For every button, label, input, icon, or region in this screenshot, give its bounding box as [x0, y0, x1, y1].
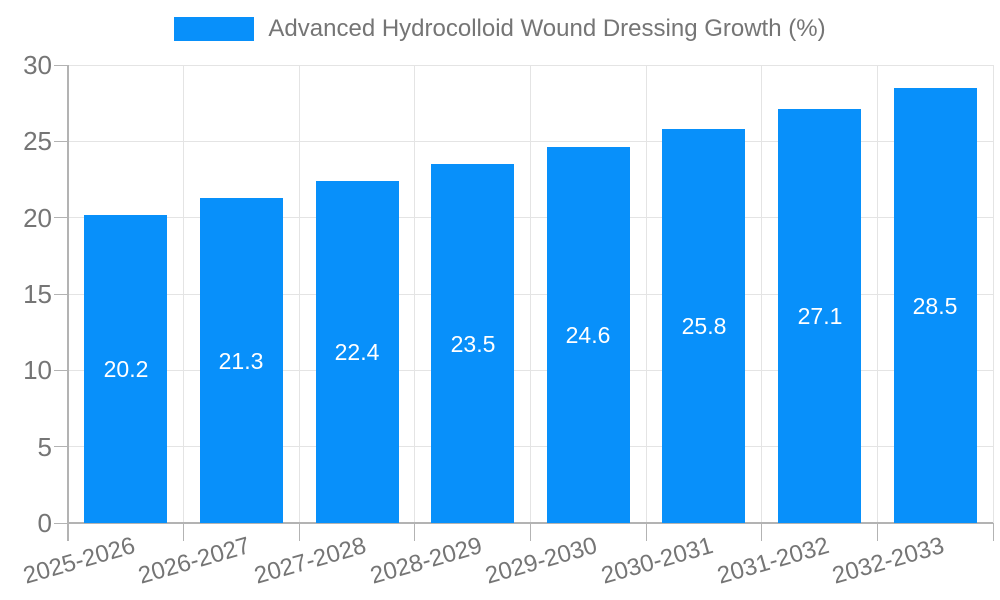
legend-swatch [174, 17, 255, 41]
bar-2029-2030[interactable] [547, 147, 630, 523]
bar-2032-2033[interactable] [894, 88, 977, 523]
legend[interactable]: Advanced Hydrocolloid Wound Dressing Gro… [0, 15, 1000, 43]
y-axis-tick [54, 369, 68, 371]
bar-value-label: 24.6 [565, 322, 611, 348]
bar-value-label: 27.1 [797, 303, 843, 329]
y-axis-tick [54, 522, 68, 524]
y-axis-tick-label: 20 [23, 202, 52, 233]
x-gridline [761, 65, 763, 523]
bar-value-label: 28.5 [912, 293, 958, 319]
y-axis-tick-label: 15 [23, 279, 52, 309]
bar-value-label: 22.4 [334, 339, 380, 365]
y-axis-tick [54, 217, 68, 219]
y-axis-tick [54, 140, 68, 142]
x-axis-tick [183, 523, 185, 541]
bar-value-label: 25.8 [681, 313, 727, 339]
y-axis-tick [54, 64, 68, 66]
y-axis-tick [54, 293, 68, 295]
x-axis-tick [530, 523, 531, 541]
x-gridline [414, 65, 416, 523]
x-gridline [183, 65, 185, 523]
bar-value-label: 21.3 [218, 348, 264, 374]
bar-value-label: 20.2 [103, 356, 149, 382]
x-gridline [992, 65, 994, 523]
x-axis-tick [992, 523, 994, 541]
legend-label: Advanced Hydrocolloid Wound Dressing Gro… [268, 15, 826, 42]
y-axis-tick-label: 5 [37, 431, 52, 462]
x-gridline [876, 65, 878, 523]
y-axis-line [67, 65, 69, 541]
bar-2030-2031[interactable] [662, 129, 745, 523]
x-gridline [530, 65, 531, 523]
x-axis-tick [761, 523, 763, 541]
bar-2025-2026[interactable] [84, 215, 167, 523]
y-axis-tick-label: 10 [23, 355, 52, 386]
bar-2031-2032[interactable] [778, 109, 861, 523]
bar-2027-2028[interactable] [316, 181, 399, 523]
x-axis-tick [414, 523, 416, 541]
y-axis-tick [54, 446, 68, 448]
x-gridline [298, 65, 300, 523]
x-axis-tick [298, 523, 300, 541]
bar-value-label: 23.5 [450, 331, 496, 357]
x-axis-line [68, 522, 993, 524]
bar-2026-2027[interactable] [200, 198, 283, 523]
bar-2028-2029[interactable] [431, 164, 514, 523]
x-gridline [645, 65, 647, 523]
x-axis-tick [645, 523, 647, 541]
x-axis-tick [876, 523, 878, 541]
y-axis-tick-label: 0 [37, 508, 52, 538]
y-axis-tick-label: 25 [23, 126, 52, 157]
y-axis-tick-label: 30 [23, 50, 52, 80]
